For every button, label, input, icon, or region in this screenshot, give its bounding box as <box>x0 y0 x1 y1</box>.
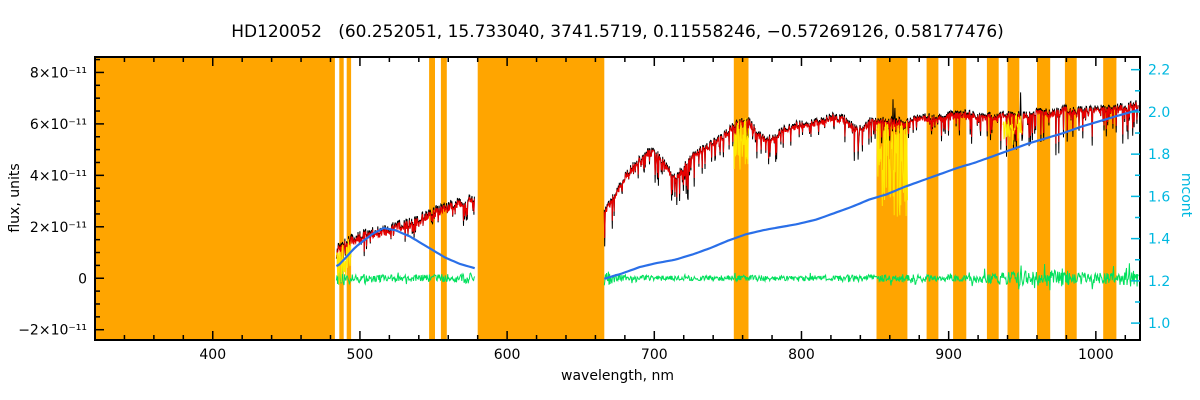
masked-band <box>1037 57 1051 340</box>
masked-band <box>1064 57 1077 340</box>
y-right-tick-label: 1.4 <box>1148 232 1170 248</box>
y-right-tick-label: 1.8 <box>1148 147 1170 163</box>
continuum-segment <box>335 226 476 270</box>
masked-band <box>1007 57 1020 340</box>
masked-regions <box>95 57 1117 340</box>
y-axis-label-right: mcont <box>1178 172 1194 218</box>
residual-segment <box>335 266 476 286</box>
telluric-segment <box>876 120 908 217</box>
x-tick-label: 900 <box>935 347 962 363</box>
masked-band <box>429 57 435 340</box>
y-right-tick-label: 1.0 <box>1148 316 1170 332</box>
spectrum-segment <box>603 92 1139 247</box>
y-left-tick-label: 6×10⁻¹¹ <box>30 117 87 133</box>
masked-band <box>339 57 344 340</box>
masked-band <box>95 57 335 340</box>
residual-segment <box>603 263 1139 291</box>
axes <box>94 56 1141 341</box>
masked-band <box>346 57 352 340</box>
masked-band <box>477 57 605 340</box>
y-right-tick-label: 2.0 <box>1148 105 1170 121</box>
x-tick-label: 1000 <box>1078 347 1114 363</box>
chart-title: HD120052 (60.252051, 15.733040, 3741.571… <box>231 22 1004 42</box>
masked-band <box>1103 57 1117 340</box>
y-left-tick-label: 0 <box>78 271 87 287</box>
continuum-trace <box>335 108 1139 280</box>
masked-band <box>953 57 967 340</box>
x-tick-label: 600 <box>494 347 521 363</box>
tick-labels: 400 500 600 700 800 900 1000 −2×10⁻¹¹ 0 2×10⁻¹¹ 4×… <box>18 63 1170 363</box>
data-traces <box>335 92 1139 291</box>
x-tick-label: 500 <box>347 347 374 363</box>
masked-band <box>733 57 749 340</box>
y-right-tick-label: 2.2 <box>1148 63 1170 79</box>
masked-band <box>926 57 939 340</box>
x-tick-label: 800 <box>788 347 815 363</box>
residual-trace <box>335 263 1139 291</box>
y-left-tick-label: 2×10⁻¹¹ <box>30 220 87 236</box>
y-left-tick-label: −2×10⁻¹¹ <box>18 323 87 339</box>
y-left-tick-label: 8×10⁻¹¹ <box>30 65 87 81</box>
x-tick-label: 700 <box>641 347 668 363</box>
fit-segment <box>603 102 1139 239</box>
telluric-segment <box>1002 111 1023 145</box>
masked-band <box>440 57 447 340</box>
y-right-tick-label: 1.2 <box>1148 274 1170 290</box>
x-tick-label: 400 <box>199 347 226 363</box>
masked-band <box>876 57 908 340</box>
y-axis-label-left: flux, units <box>7 163 23 233</box>
plot-frame <box>94 56 1141 341</box>
y-right-tick-label: 1.6 <box>1148 189 1170 205</box>
telluric-segment <box>733 117 749 170</box>
y-left-tick-label: 4×10⁻¹¹ <box>30 168 87 184</box>
masked-band <box>986 57 999 340</box>
x-axis-label: wavelength, nm <box>561 368 674 384</box>
telluric-trace <box>335 111 1023 285</box>
continuum-segment <box>603 108 1139 280</box>
telluric-segment <box>335 239 352 285</box>
